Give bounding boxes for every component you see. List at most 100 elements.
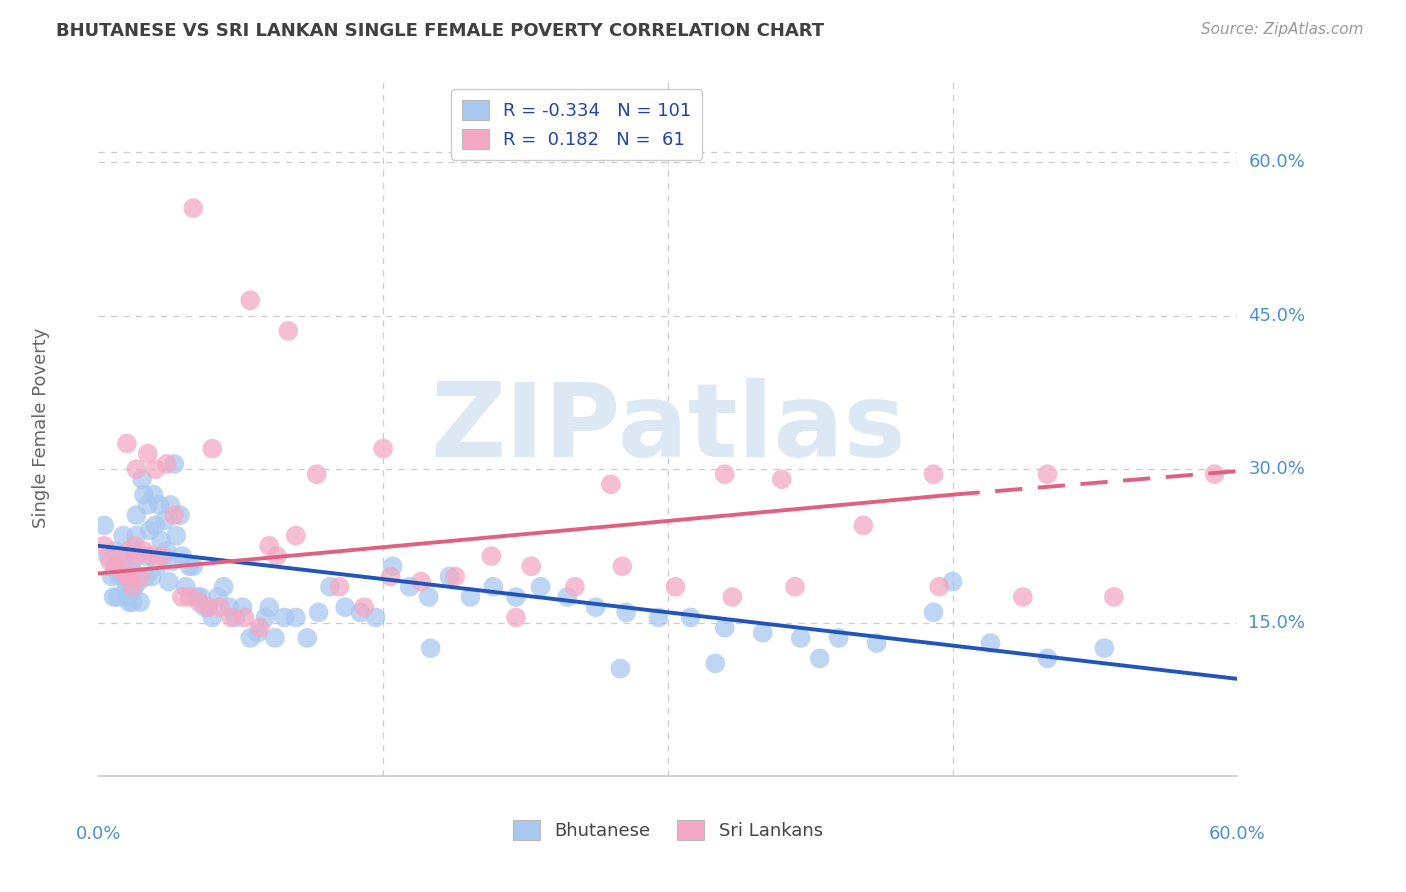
Point [110, 554, 132, 568]
Point [170, 549, 193, 563]
Point [419, 641, 441, 656]
Point [1204, 467, 1226, 482]
Point [129, 595, 152, 609]
Point [132, 544, 155, 558]
Point [530, 580, 553, 594]
Point [104, 559, 127, 574]
Point [183, 559, 205, 574]
Text: 15.0%: 15.0% [1249, 614, 1305, 632]
Text: ZIPatlas: ZIPatlas [430, 377, 905, 479]
Point [259, 600, 281, 615]
Point [411, 574, 433, 589]
Point [614, 605, 637, 619]
Point [239, 293, 262, 308]
Point [194, 600, 217, 615]
Point [141, 549, 163, 563]
Point [157, 574, 180, 589]
Point [146, 559, 169, 574]
Point [979, 636, 1001, 650]
Point [124, 539, 146, 553]
Text: 0.0%: 0.0% [76, 825, 121, 843]
Point [783, 580, 806, 594]
Point [153, 513, 176, 527]
Point [284, 528, 307, 542]
Point [505, 610, 527, 624]
Point [93, 539, 115, 553]
Point [169, 508, 191, 523]
Point [108, 549, 131, 563]
Point [115, 580, 138, 594]
Point [207, 590, 229, 604]
Point [721, 590, 744, 604]
Point [221, 610, 243, 624]
Text: 60.0%: 60.0% [1249, 153, 1305, 171]
Point [163, 457, 186, 471]
Point [115, 569, 138, 583]
Point [118, 595, 141, 609]
Point [1102, 590, 1125, 604]
Point [852, 518, 875, 533]
Point [752, 625, 775, 640]
Point [770, 472, 793, 486]
Point [118, 544, 141, 558]
Point [142, 488, 165, 502]
Text: Source: ZipAtlas.com: Source: ZipAtlas.com [1201, 22, 1364, 37]
Point [284, 610, 307, 624]
Point [1036, 467, 1059, 482]
Point [259, 539, 281, 553]
Point [104, 544, 127, 558]
Point [170, 590, 193, 604]
Point [1036, 651, 1059, 665]
Text: 60.0%: 60.0% [1209, 825, 1265, 843]
Point [150, 533, 173, 548]
Point [232, 600, 254, 615]
Point [188, 595, 211, 609]
Point [564, 580, 586, 594]
Point [121, 595, 143, 609]
Point [381, 559, 404, 574]
Point [136, 447, 159, 461]
Point [150, 549, 173, 563]
Point [201, 442, 224, 456]
Point [152, 549, 174, 563]
Legend: Bhutanese, Sri Lankans: Bhutanese, Sri Lankans [505, 813, 831, 847]
Point [1094, 641, 1116, 656]
Point [129, 569, 152, 583]
Point [364, 610, 387, 624]
Point [208, 600, 231, 615]
Point [201, 610, 224, 624]
Point [520, 559, 543, 574]
Point [828, 631, 851, 645]
Point [460, 590, 482, 604]
Point [125, 549, 148, 563]
Text: Single Female Poverty: Single Female Poverty [32, 328, 51, 528]
Point [612, 559, 634, 574]
Point [704, 657, 727, 671]
Point [124, 580, 146, 594]
Text: 45.0%: 45.0% [1249, 307, 1306, 325]
Point [179, 559, 201, 574]
Point [335, 600, 357, 615]
Point [600, 477, 623, 491]
Point [148, 498, 170, 512]
Point [156, 457, 179, 471]
Point [125, 528, 148, 542]
Point [125, 508, 148, 523]
Point [790, 631, 813, 645]
Point [162, 554, 184, 568]
Point [808, 651, 831, 665]
Point [124, 544, 146, 558]
Point [183, 201, 205, 215]
Point [319, 580, 342, 594]
Point [679, 610, 702, 624]
Point [866, 636, 889, 650]
Point [114, 569, 136, 583]
Point [328, 580, 350, 594]
Point [444, 569, 467, 583]
Point [131, 472, 153, 486]
Point [115, 590, 138, 604]
Point [156, 544, 179, 558]
Point [103, 590, 125, 604]
Point [942, 574, 965, 589]
Point [664, 580, 686, 594]
